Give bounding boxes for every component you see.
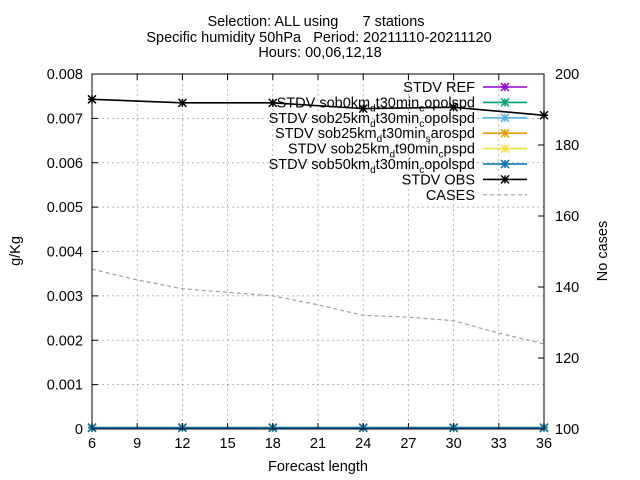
y-axis-label: g/Kg bbox=[8, 236, 24, 266]
series-line bbox=[91, 98, 545, 117]
legend-label: STDV sob25kmdt30mincopolspd bbox=[269, 111, 475, 130]
legend-label: STDV sob0kmdt30mincopolspd bbox=[277, 95, 475, 114]
title-line-1: Selection: ALL using 7 stations bbox=[207, 14, 424, 30]
x-tick-label: 12 bbox=[174, 436, 190, 452]
legend-marker bbox=[500, 174, 510, 184]
y2-axis-label: No cases bbox=[595, 221, 611, 281]
legend-item: STDV sob50kmdt30mincopolspd bbox=[269, 157, 527, 176]
data-point bbox=[358, 104, 368, 114]
data-point bbox=[177, 98, 187, 108]
legend-item: STDV sob25kmdt30minsarospd bbox=[275, 126, 527, 145]
legend-marker bbox=[500, 97, 510, 107]
y-tick-label: 0.002 bbox=[47, 333, 83, 349]
legend-item: STDV sob25kmdt30mincopolspd bbox=[269, 111, 527, 130]
legend-item: CASES bbox=[426, 188, 527, 204]
x-tick-label: 33 bbox=[491, 436, 507, 452]
y2-tick-label: 140 bbox=[555, 280, 579, 296]
y-tick-label: 0.006 bbox=[47, 156, 83, 172]
series-7 bbox=[91, 268, 545, 345]
x-tick-label: 18 bbox=[265, 436, 281, 452]
y-tick-label: 0.004 bbox=[47, 245, 83, 261]
legend-marker bbox=[500, 144, 510, 154]
legend-label: CASES bbox=[426, 188, 475, 204]
legend-label: STDV OBS bbox=[402, 172, 475, 188]
x-tick-label: 24 bbox=[355, 436, 371, 452]
y2-tick-label: 180 bbox=[555, 138, 579, 154]
y2-tick-label: 160 bbox=[555, 209, 579, 225]
x-tick-label: 27 bbox=[400, 436, 416, 452]
x-axis-label: Forecast length bbox=[268, 459, 368, 475]
y-tick-label: 0.008 bbox=[47, 67, 83, 83]
y2-tick-label: 120 bbox=[555, 351, 579, 367]
legend-label: STDV sob25kmdt30minsarospd bbox=[275, 126, 475, 145]
legend-marker bbox=[500, 128, 510, 138]
legend-marker bbox=[500, 159, 510, 169]
legend-marker bbox=[500, 82, 510, 92]
legend-item: STDV REF bbox=[403, 80, 527, 96]
grid bbox=[92, 74, 544, 429]
legend-item: STDV sob0kmdt30mincopolspd bbox=[277, 95, 527, 114]
x-tick-label: 36 bbox=[536, 436, 552, 452]
y-tick-label: 0.003 bbox=[47, 289, 83, 305]
y-tick-label: 0.001 bbox=[47, 378, 83, 394]
x-tick-label: 9 bbox=[133, 436, 141, 452]
y2-tick-label: 100 bbox=[555, 422, 579, 438]
y-tick-label: 0.005 bbox=[47, 200, 83, 216]
title-line-3: Hours: 00,06,12,18 bbox=[258, 45, 381, 61]
legend-label: STDV sob25kmdt90mincpspd bbox=[288, 142, 475, 161]
x-tick-label: 30 bbox=[446, 436, 462, 452]
title-line-2: Specific humidity 50hPa Period: 20211110… bbox=[146, 30, 491, 46]
legend-marker bbox=[500, 113, 510, 123]
legend-label: STDV sob50kmdt30mincopolspd bbox=[269, 157, 475, 176]
legend-item: STDV sob25kmdt90mincpspd bbox=[288, 142, 527, 161]
axes: 6 9 12 15 18 21 24 27 30 33 36 0 0.001 0.002 0.003 0.00… bbox=[47, 67, 580, 452]
series-line bbox=[91, 268, 545, 345]
legend-item: STDV OBS bbox=[402, 172, 527, 188]
y-tick-label: 0.007 bbox=[47, 111, 83, 127]
x-tick-label: 6 bbox=[88, 436, 96, 452]
data-point bbox=[449, 102, 459, 112]
chart-title: Selection: ALL using 7 stations Specific… bbox=[146, 14, 491, 61]
y-tick-label: 0 bbox=[75, 422, 83, 438]
data-point bbox=[268, 98, 278, 108]
legend-label: STDV REF bbox=[403, 80, 475, 96]
y2-tick-label: 200 bbox=[555, 67, 579, 83]
x-tick-label: 15 bbox=[220, 436, 236, 452]
x-tick-label: 21 bbox=[310, 436, 326, 452]
